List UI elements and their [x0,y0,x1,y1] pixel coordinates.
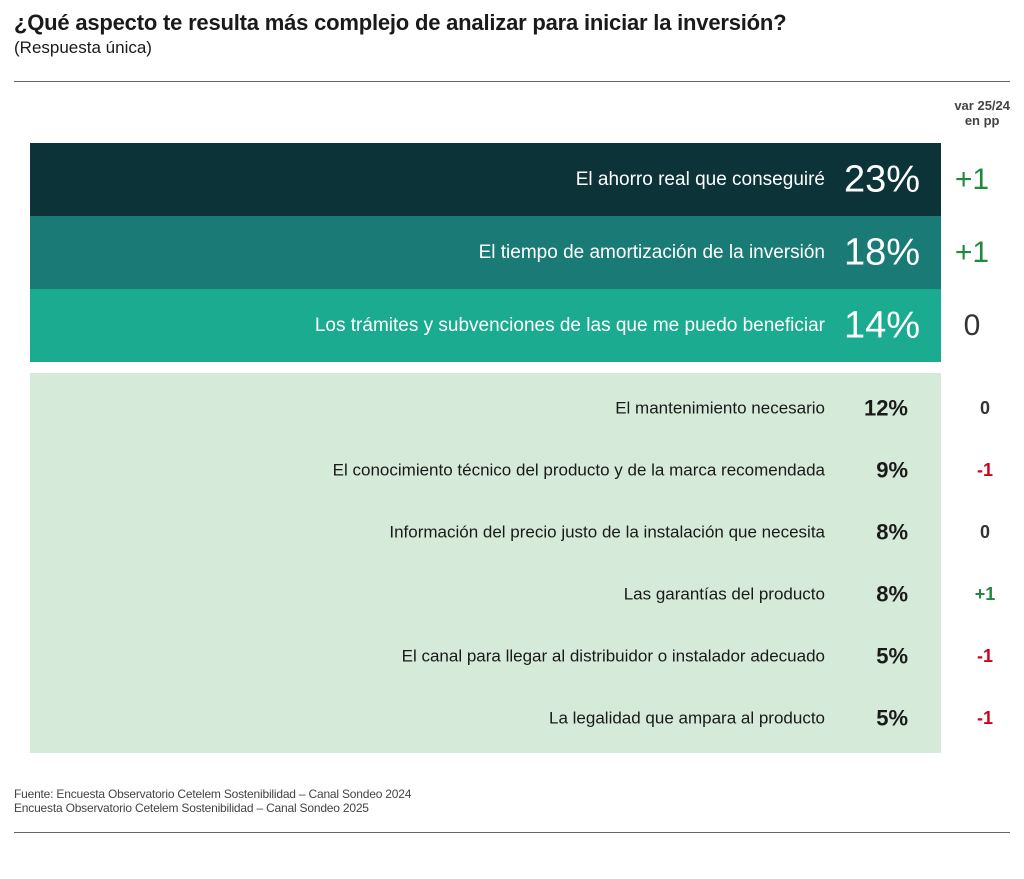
row-variation-label: -1 [977,460,993,480]
source-note: Fuente: Encuesta Observatorio Cetelem So… [14,787,411,815]
row-value-label: 8% [876,520,908,545]
chart-subtitle: (Respuesta única) [14,38,152,57]
source-line-2: Encuesta Observatorio Cetelem Sostenibil… [14,801,369,815]
bottom-divider [14,832,1010,833]
row-label: El mantenimiento necesario [615,399,825,418]
row-label: El tiempo de amortización de la inversió… [479,242,825,263]
row-label: Las garantías del producto [624,585,825,604]
row-variation-label: 0 [980,398,990,418]
row-value-label: 18% [844,232,920,274]
row-variation-label: 0 [980,522,990,542]
row-label: La legalidad que ampara al producto [549,709,825,728]
top-row-band [30,143,941,216]
top-row-band [30,289,941,362]
chart-title: ¿Qué aspecto te resulta más complejo de … [14,10,787,35]
row-variation-label: +1 [955,236,989,269]
row-label: El ahorro real que conseguiré [576,169,825,190]
row-label: Los trámites y subvenciones de las que m… [315,315,826,336]
row-variation-label: +1 [955,163,989,196]
row-label: El canal para llegar al distribuidor o i… [402,647,825,666]
top-divider [14,81,1010,82]
row-value-label: 8% [876,582,908,607]
row-variation-label: +1 [975,584,996,604]
row-value-label: 9% [876,458,908,483]
variation-header-line1: var 25/24 [954,98,1010,113]
row-label: El conocimiento técnico del producto y d… [333,461,826,480]
row-value-label: 12% [864,396,908,421]
rest-rows-background [30,373,941,753]
row-value-label: 5% [876,644,908,669]
row-label: Información del precio justo de la insta… [389,523,825,542]
variation-header-line2: en pp [964,113,1000,128]
row-variation-label: 0 [964,309,981,342]
row-value-label: 23% [844,159,920,201]
top-row-band [30,216,941,289]
variation-header: var 25/24 en pp [954,98,1010,128]
row-variation-label: -1 [977,646,993,666]
row-value-label: 14% [844,305,920,347]
row-value-label: 5% [876,706,908,731]
row-variation-label: -1 [977,708,993,728]
source-line-1: Fuente: Encuesta Observatorio Cetelem So… [14,787,412,801]
